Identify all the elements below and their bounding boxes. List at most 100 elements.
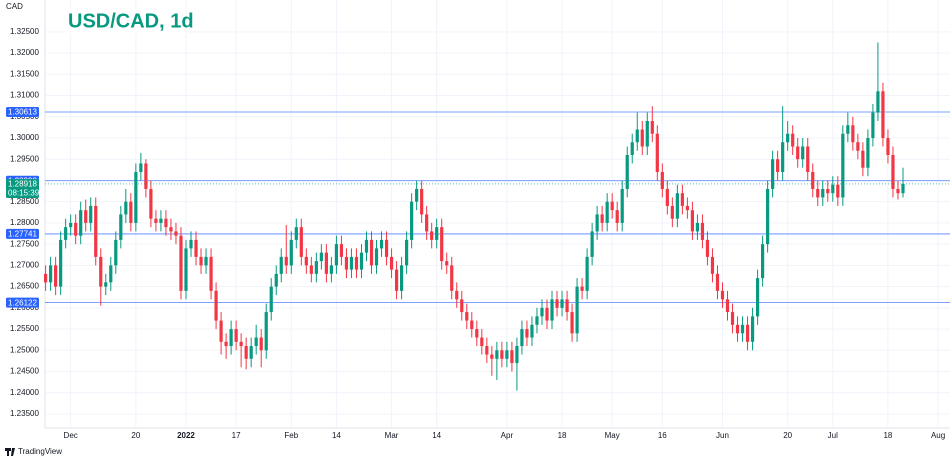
candle-body [99, 256, 103, 287]
candle-body [555, 299, 559, 308]
candle-body [405, 239, 409, 266]
candle-body [269, 286, 273, 313]
y-tick-label: 1.29500 [10, 154, 39, 163]
candle-body [740, 324, 745, 334]
candle-body [334, 244, 339, 266]
candle-body [776, 159, 780, 172]
candle-body [550, 299, 554, 321]
candle-body [625, 154, 629, 189]
candle-body [725, 299, 730, 313]
candle-body [420, 188, 424, 215]
y-tick-label: 1.24500 [10, 367, 39, 376]
candle-body [595, 214, 599, 232]
x-tick-label: Jul [828, 431, 838, 440]
footer: TradingView [18, 447, 62, 456]
x-tick-label: Apr [501, 431, 514, 440]
candle-body [520, 329, 524, 347]
y-tick-label: 1.28500 [10, 197, 39, 206]
candle-body [500, 350, 504, 359]
candle-body [344, 256, 349, 270]
y-tick-label: 1.31000 [10, 91, 39, 100]
candle-body [475, 329, 479, 338]
candle-body [224, 341, 228, 347]
y-tick-label: 1.28000 [10, 218, 39, 227]
y-tick-label: 1.32500 [10, 27, 39, 36]
candle-body [84, 210, 88, 223]
candle-body [766, 188, 770, 245]
candle-body [580, 286, 584, 291]
candle-body [640, 129, 644, 147]
candle-body [189, 239, 193, 249]
candle-body [124, 201, 128, 215]
y-tick-label: 1.26500 [10, 282, 39, 291]
candle-body [64, 227, 68, 240]
candle-body [69, 222, 73, 228]
candle-body [104, 282, 108, 287]
candle-body [199, 256, 203, 266]
level-label: 1.26122 [8, 298, 37, 307]
candle-body [861, 150, 865, 168]
candle-body [389, 256, 394, 270]
candle-body [374, 248, 379, 266]
candle-body [394, 269, 399, 291]
candle-body [274, 273, 278, 287]
candle-body [490, 354, 494, 359]
x-tick-label: 20 [131, 431, 140, 440]
candle-body [856, 142, 860, 151]
candle-body [826, 188, 830, 194]
candle-body [184, 248, 188, 291]
candle-body [74, 222, 78, 236]
candle-body [495, 350, 499, 359]
candle-body [700, 222, 705, 240]
candle-body [254, 337, 258, 347]
countdown: 08:15:39 [8, 189, 40, 198]
candle-body [685, 205, 689, 211]
candle-body [866, 137, 870, 168]
candle-body [505, 350, 509, 359]
candle-body [134, 171, 138, 223]
candle-body [324, 252, 328, 274]
candle-body [129, 201, 133, 223]
candle-body [570, 312, 574, 334]
candle-body [249, 346, 253, 359]
candle-body [630, 142, 634, 155]
candle-body [695, 222, 700, 232]
candle-body [239, 341, 243, 347]
y-tick-label: 1.27000 [10, 260, 39, 269]
candle-body [615, 210, 619, 223]
y-tick-label: 1.23500 [10, 409, 39, 418]
candle-body [109, 265, 113, 283]
candle-body [214, 290, 218, 321]
candle-body [430, 231, 434, 240]
candle-body [680, 193, 684, 206]
candle-body [781, 142, 785, 172]
candle-body [720, 290, 725, 300]
candle-body [610, 201, 614, 211]
x-tick-label: Jun [716, 431, 729, 440]
candle-body [304, 256, 308, 266]
level-label: 1.27741 [8, 230, 37, 239]
candle-body [465, 312, 469, 321]
candle-body [354, 256, 359, 270]
candle-body [399, 265, 404, 291]
candle-body [705, 239, 710, 257]
last-price-label: 1.28918 [8, 180, 37, 189]
candle-body [670, 205, 674, 219]
candle-body [876, 91, 880, 113]
y-tick-label: 1.25000 [10, 345, 39, 354]
candle-body [575, 286, 579, 334]
candle-body [119, 214, 123, 240]
candle-body [846, 125, 850, 134]
candle-body [801, 146, 805, 160]
candle-body [384, 239, 389, 257]
candle-body [410, 201, 414, 240]
candle-body [299, 227, 303, 257]
candle-body [836, 184, 840, 198]
title-bg [64, 8, 186, 34]
candle-body [234, 329, 238, 342]
candle-body [289, 239, 293, 266]
candle-body [645, 121, 649, 147]
candle-body [359, 252, 364, 270]
candle-body [886, 137, 890, 155]
last-price-box [6, 178, 39, 198]
